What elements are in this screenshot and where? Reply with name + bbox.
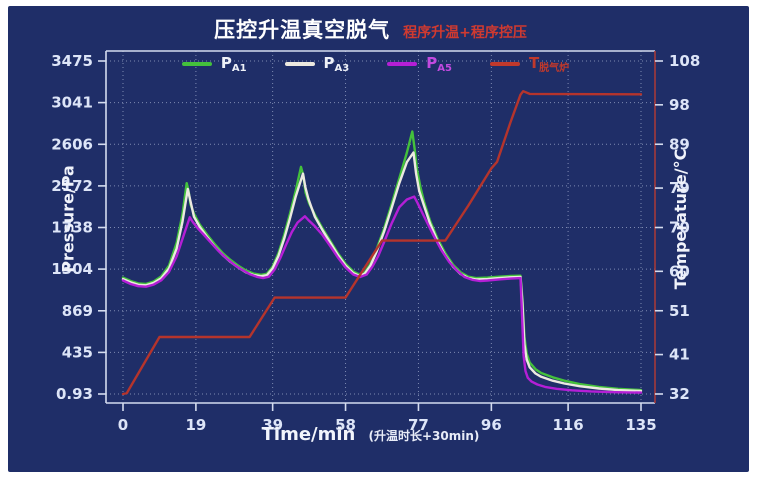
- time-axis-label-main: Time/min: [261, 424, 356, 445]
- chart-title-main: 压控升温真空脱气: [214, 18, 391, 42]
- svg-text:2172: 2172: [51, 177, 93, 195]
- temperature-axis-label: Temperature/°C: [671, 148, 691, 290]
- legend: PA1 PA3 PA5 T脱气炉: [98, 54, 653, 74]
- time-axis-note: (升温时长+30min): [368, 429, 480, 443]
- plot-spines: [105, 50, 656, 404]
- svg-text:89: 89: [669, 135, 690, 153]
- svg-text:0.93: 0.93: [56, 385, 93, 403]
- legend-item-temp: T脱气炉: [489, 54, 570, 74]
- legend-item-pa5: PA5: [387, 54, 452, 74]
- chart-title-sub: 程序升温+程序控压: [403, 25, 527, 41]
- svg-text:869: 869: [62, 302, 93, 320]
- legend-label-pa3: PA3: [323, 54, 350, 74]
- svg-text:1738: 1738: [51, 218, 93, 236]
- svg-text:39: 39: [262, 416, 283, 434]
- svg-text:98: 98: [669, 96, 690, 114]
- svg-text:135: 135: [625, 416, 656, 434]
- plot-series: [121, 90, 643, 396]
- series-PA3: [121, 151, 643, 393]
- legend-label-pa5: PA5: [426, 54, 452, 74]
- svg-text:0: 0: [118, 416, 128, 434]
- svg-text:435: 435: [62, 343, 93, 361]
- legend-item-pa3: PA3: [284, 54, 350, 74]
- svg-text:2606: 2606: [51, 135, 93, 153]
- time-axis-label: Time/min (升温时长+30min): [0, 424, 741, 445]
- svg-text:77: 77: [408, 416, 429, 434]
- plot-ticks: [98, 60, 663, 411]
- svg-text:96: 96: [481, 416, 502, 434]
- svg-text:58: 58: [335, 416, 356, 434]
- svg-text:51: 51: [669, 302, 690, 320]
- svg-text:116: 116: [552, 416, 583, 434]
- svg-text:41: 41: [669, 346, 690, 364]
- legend-swatch-red: [489, 62, 520, 66]
- svg-text:1304: 1304: [51, 260, 93, 278]
- svg-text:79: 79: [669, 179, 690, 197]
- pressure-axis-label: Pressure/Pa: [58, 165, 78, 273]
- svg-text:108: 108: [669, 52, 700, 70]
- legend-swatch-white: [284, 62, 315, 66]
- series-PA1: [121, 130, 643, 392]
- chart-title: 压控升温真空脱气 程序升温+程序控压: [0, 14, 741, 44]
- svg-text:70: 70: [669, 219, 690, 237]
- legend-label-pa1: PA1: [220, 54, 247, 74]
- svg-text:60: 60: [669, 262, 690, 280]
- series-PA5: [121, 195, 643, 394]
- legend-swatch-green: [181, 62, 212, 66]
- svg-text:32: 32: [669, 385, 690, 403]
- svg-text:3041: 3041: [51, 94, 93, 112]
- plot-grid: [106, 51, 655, 403]
- svg-text:19: 19: [185, 416, 206, 434]
- series-T脱气炉: [121, 90, 643, 396]
- plot-tick-labels: 0.93 435 869 1304 1738 2172 2606 3041 3475 32 41 51…: [51, 52, 700, 434]
- legend-label-temp: T脱气炉: [528, 54, 570, 74]
- svg-text:3475: 3475: [51, 52, 93, 70]
- legend-swatch-magenta: [387, 62, 418, 66]
- legend-item-pa1: PA1: [181, 54, 247, 74]
